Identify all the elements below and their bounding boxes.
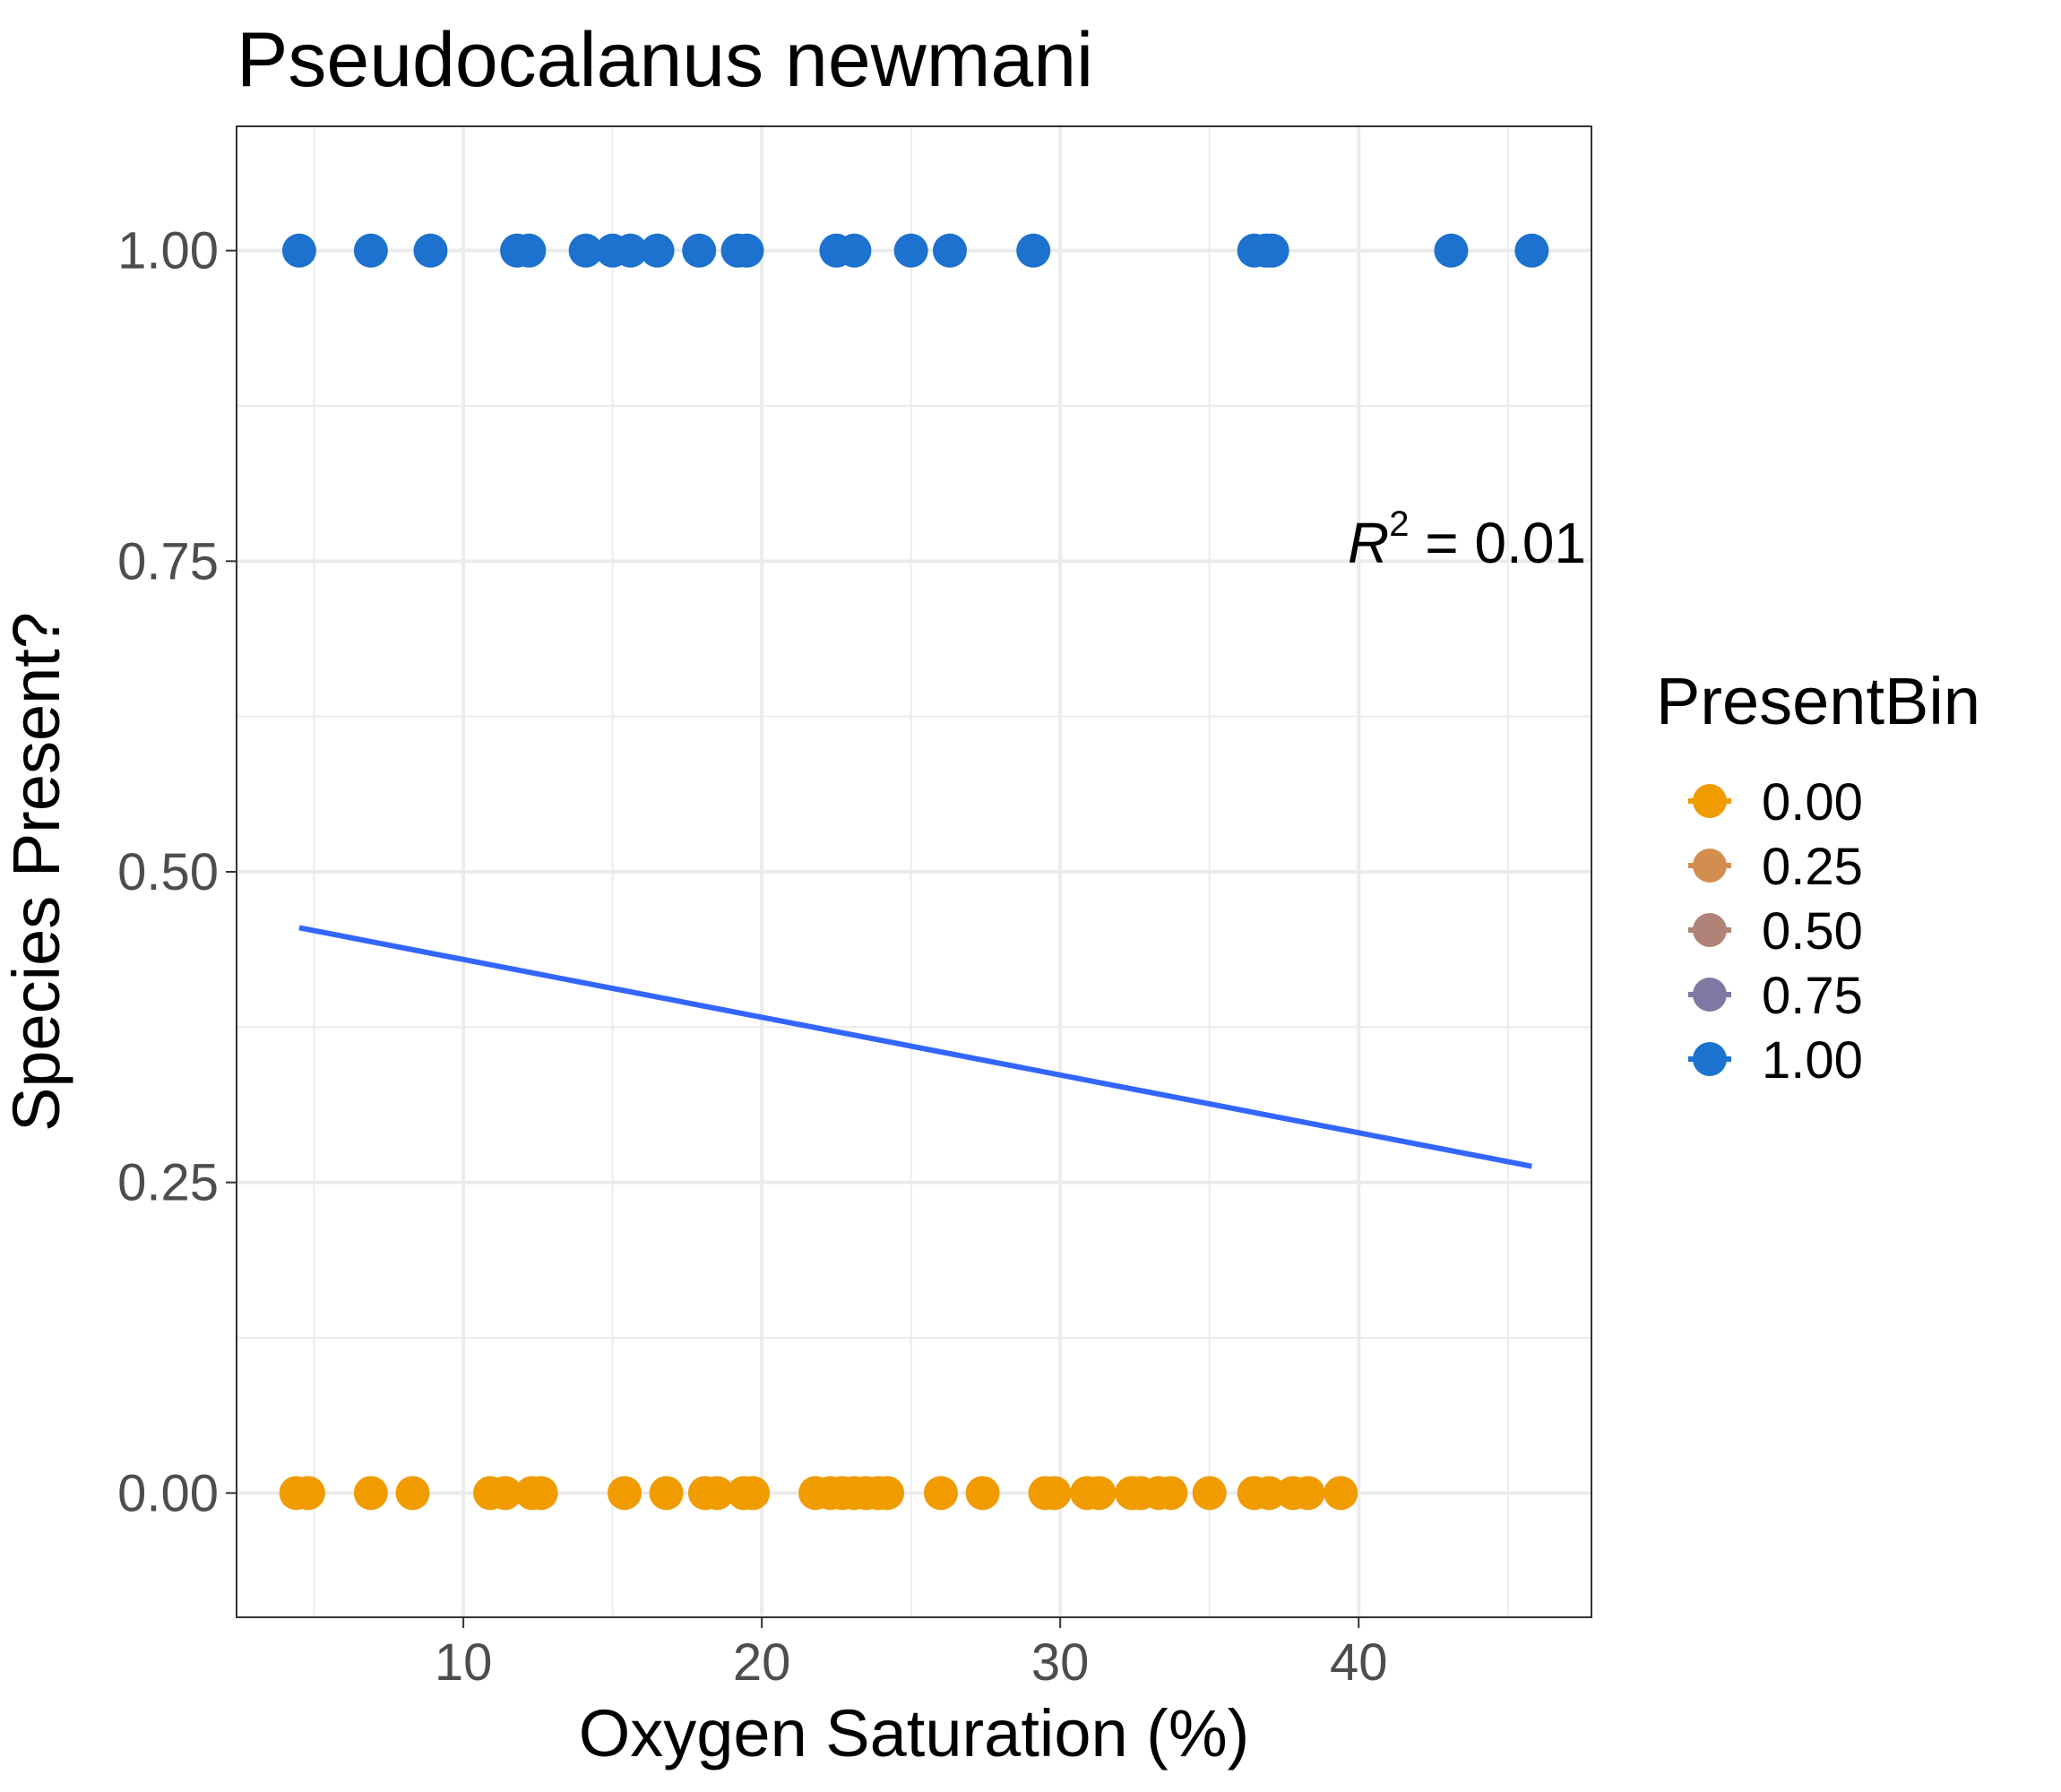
- data-point: [1514, 233, 1549, 268]
- x-axis-title: Oxygen Saturation (%): [579, 1696, 1250, 1770]
- data-point: [729, 233, 764, 268]
- data-point: [523, 1476, 558, 1511]
- data-point: [700, 1476, 735, 1511]
- y-tick-label: 0.00: [117, 1464, 219, 1522]
- data-points: [279, 233, 1549, 1511]
- data-point: [640, 233, 675, 268]
- data-point: [613, 233, 648, 268]
- gridlines: [237, 126, 1591, 1617]
- legend: PresentBin 0.00 0.25 0.50 0.75 1.00: [1656, 664, 1980, 1090]
- r-squared-symbol: R: [1348, 511, 1389, 575]
- data-point: [923, 1476, 958, 1511]
- legend-label: 0.00: [1762, 773, 1863, 831]
- data-point: [413, 233, 448, 268]
- data-point: [1324, 1476, 1358, 1511]
- legend-label: 0.50: [1762, 902, 1863, 961]
- regression-line: [298, 925, 1532, 1169]
- r-squared-value: = 0.01: [1410, 511, 1587, 575]
- data-point: [965, 1476, 1000, 1511]
- legend-label: 0.75: [1762, 967, 1863, 1025]
- data-point: [1153, 1476, 1188, 1511]
- data-point: [568, 233, 603, 268]
- legend-label: 0.25: [1762, 838, 1863, 896]
- data-point: [512, 233, 547, 268]
- x-tick-label: 30: [1031, 1633, 1090, 1692]
- data-point: [893, 233, 928, 268]
- legend-key-point: [1693, 913, 1727, 947]
- data-point: [1016, 233, 1051, 268]
- x-tick-label: 10: [435, 1633, 493, 1692]
- chart-title: Pseudocalanus newmani: [237, 17, 1093, 103]
- y-tick-label: 0.50: [117, 843, 219, 901]
- legend-key-point: [1693, 849, 1727, 883]
- y-axis-title: Species Present?: [0, 612, 73, 1132]
- data-point: [607, 1476, 642, 1511]
- data-point: [649, 1476, 684, 1511]
- data-point: [1252, 1476, 1287, 1511]
- x-tick-label: 20: [733, 1633, 791, 1692]
- data-point: [487, 1476, 522, 1511]
- x-tick-label: 40: [1330, 1633, 1388, 1692]
- data-point: [353, 1476, 388, 1511]
- data-point: [1290, 1476, 1325, 1511]
- data-point: [1192, 1476, 1227, 1511]
- data-point: [281, 233, 316, 268]
- data-point: [932, 233, 967, 268]
- data-point: [736, 1476, 771, 1511]
- regression-line-group: [298, 925, 1532, 1169]
- legend-key-point: [1693, 978, 1727, 1012]
- data-point: [290, 1476, 325, 1511]
- y-tick-label: 0.75: [117, 532, 219, 590]
- data-point: [1037, 1476, 1072, 1511]
- data-point: [353, 233, 388, 268]
- r-squared-annotation: R2 = 0.01: [1348, 504, 1586, 575]
- r-squared-exponent: 2: [1389, 504, 1409, 544]
- data-point: [395, 1476, 430, 1511]
- legend-items: 0.00 0.25 0.50 0.75 1.00: [1688, 773, 1863, 1090]
- data-point: [837, 233, 872, 268]
- legend-title: PresentBin: [1656, 664, 1980, 738]
- y-tick-label: 1.00: [117, 222, 219, 280]
- y-tick-label: 0.25: [117, 1154, 219, 1212]
- legend-key-point: [1693, 784, 1727, 818]
- data-point: [1255, 233, 1289, 268]
- legend-label: 1.00: [1762, 1031, 1863, 1090]
- data-point: [870, 1476, 905, 1511]
- data-point: [1434, 233, 1469, 268]
- legend-key-point: [1693, 1042, 1727, 1076]
- data-point: [1082, 1476, 1117, 1511]
- axes: 10 20 30 40 0.00 0.25 0.50 0.75 1.00: [117, 222, 1387, 1692]
- data-point: [682, 233, 717, 268]
